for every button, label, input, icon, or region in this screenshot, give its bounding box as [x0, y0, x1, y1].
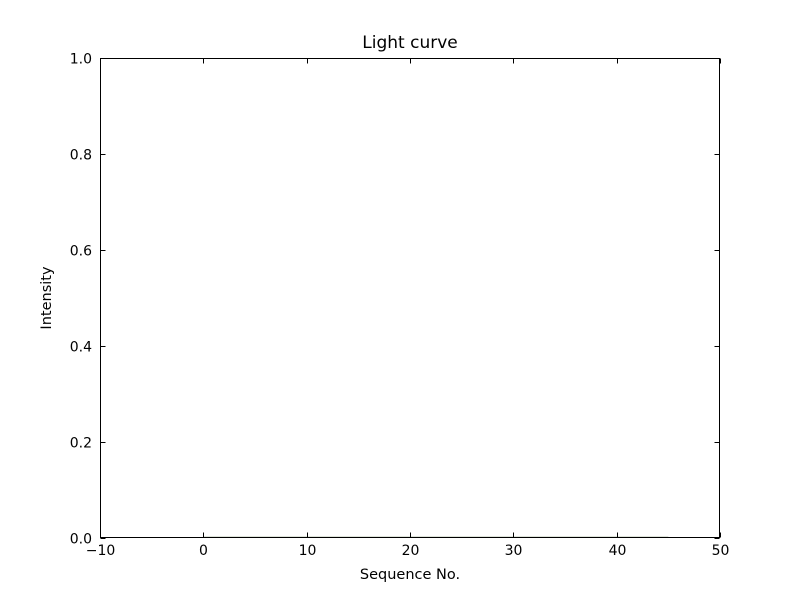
x-tick-label: 30 [505, 543, 523, 559]
x-tick-label: −10 [86, 543, 116, 559]
x-tick-label: 40 [609, 543, 627, 559]
y-tick-label: 1.0 [70, 52, 92, 68]
x-tick-label: 20 [402, 543, 420, 559]
x-tick-label: 50 [712, 543, 730, 559]
y-tick-label: 0.4 [70, 340, 92, 356]
y-tick-label: 0.2 [70, 436, 92, 452]
y-tick-label: 0.8 [70, 148, 92, 164]
y-tick-label: 0.6 [70, 244, 92, 260]
axes-spines [100, 58, 720, 538]
x-axis-label: Sequence No. [359, 567, 461, 583]
y-tick-label: 0.0 [70, 532, 92, 548]
x-tick-label: 0 [199, 543, 208, 559]
x-tick-label: 10 [299, 543, 317, 559]
y-axis-label: Intensity [39, 266, 55, 330]
chart-title: Light curve [362, 33, 458, 53]
